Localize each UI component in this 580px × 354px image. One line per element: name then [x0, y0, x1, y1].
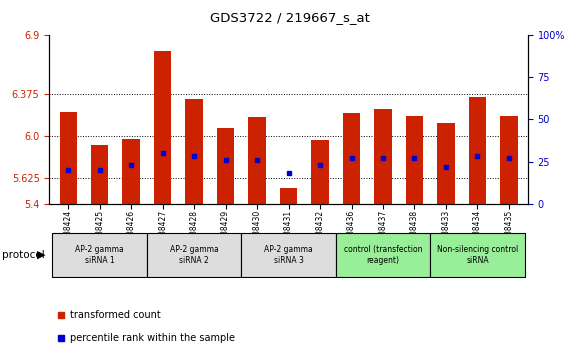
Bar [154, 51, 171, 204]
Text: AP-2 gamma
siRNA 3: AP-2 gamma siRNA 3 [264, 245, 313, 265]
Text: protocol: protocol [2, 250, 45, 260]
Bar [52, 233, 147, 277]
Bar [336, 233, 430, 277]
Bar [122, 138, 140, 204]
Bar [248, 117, 266, 204]
Bar [406, 116, 423, 204]
Text: Non-silencing control
siRNA: Non-silencing control siRNA [437, 245, 518, 265]
Bar [147, 233, 241, 277]
Text: AP-2 gamma
siRNA 2: AP-2 gamma siRNA 2 [170, 245, 219, 265]
Bar [280, 188, 297, 204]
Bar [343, 113, 360, 204]
Bar [186, 99, 203, 204]
Bar [374, 109, 392, 204]
Bar [60, 112, 77, 204]
Text: ▶: ▶ [37, 250, 46, 260]
Bar [430, 233, 525, 277]
Bar [501, 116, 517, 204]
Bar [469, 97, 486, 204]
Text: percentile rank within the sample: percentile rank within the sample [70, 333, 234, 343]
Text: control (transfection
reagent): control (transfection reagent) [344, 245, 422, 265]
Text: AP-2 gamma
siRNA 1: AP-2 gamma siRNA 1 [75, 245, 124, 265]
Bar [437, 123, 455, 204]
Bar [217, 129, 234, 204]
Text: transformed count: transformed count [70, 310, 160, 320]
Text: GDS3722 / 219667_s_at: GDS3722 / 219667_s_at [210, 11, 370, 24]
Bar [91, 145, 108, 204]
Bar [241, 233, 336, 277]
Bar [311, 140, 329, 204]
